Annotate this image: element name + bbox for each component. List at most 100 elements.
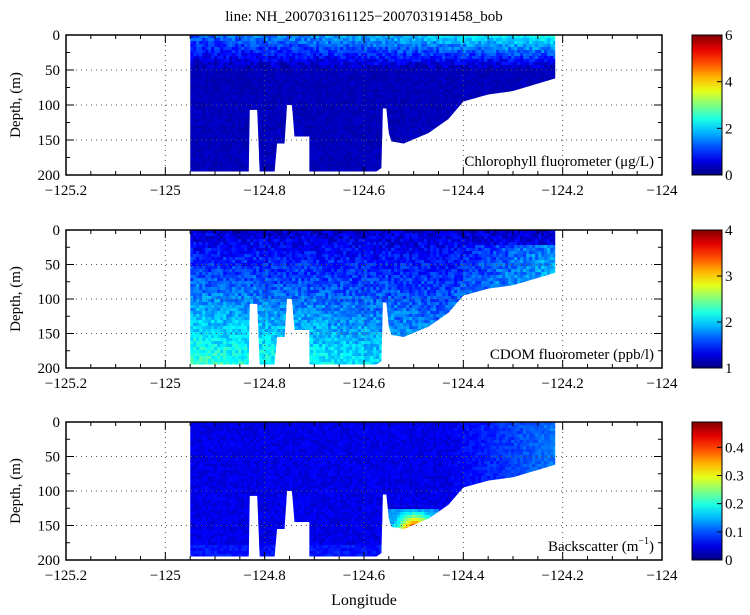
heatmap-cell (358, 74, 361, 77)
heatmap-cell (295, 164, 298, 167)
heatmap-cell (217, 140, 220, 143)
heatmap-cell (322, 134, 325, 137)
heatmap-cell (235, 110, 238, 113)
heatmap-cell (286, 134, 289, 137)
heatmap-cell (421, 131, 424, 134)
heatmap-cell (493, 134, 496, 137)
heatmap-cell (442, 107, 445, 110)
heatmap-cell (385, 170, 388, 173)
heatmap-cell (304, 137, 307, 140)
heatmap-cell (217, 143, 220, 146)
heatmap-cell (415, 146, 418, 149)
heatmap-cell (460, 146, 463, 149)
heatmap-cell (223, 110, 226, 113)
heatmap-cell (379, 161, 382, 164)
heatmap-cell (220, 155, 223, 158)
heatmap-cell (286, 140, 289, 143)
heatmap-cell (223, 98, 226, 101)
heatmap-cell (421, 128, 424, 131)
heatmap-cell (505, 140, 508, 143)
heatmap-cell (289, 107, 292, 110)
heatmap-cell (313, 131, 316, 134)
heatmap-cell (208, 125, 211, 128)
heatmap-cell (337, 128, 340, 131)
heatmap-cell (442, 98, 445, 101)
heatmap-cell (307, 107, 310, 110)
heatmap-cell (313, 125, 316, 128)
heatmap-cell (226, 167, 229, 170)
heatmap-cell (202, 125, 205, 128)
heatmap-cell (346, 131, 349, 134)
heatmap-cell (304, 107, 307, 110)
heatmap-cell (247, 143, 250, 146)
heatmap-cell (322, 167, 325, 170)
heatmap-cell (421, 62, 424, 65)
heatmap-cell (430, 95, 433, 98)
heatmap-cell (238, 62, 241, 65)
heatmap-cell (394, 53, 397, 56)
heatmap-cell (247, 50, 250, 53)
heatmap-cell (433, 38, 436, 41)
heatmap-cell (466, 71, 469, 74)
heatmap-cell (277, 59, 280, 62)
heatmap-cell (226, 149, 229, 152)
heatmap-cell (334, 110, 337, 113)
heatmap-cell (400, 53, 403, 56)
heatmap-cell (310, 95, 313, 98)
heatmap-cell (439, 68, 442, 71)
heatmap-cell (259, 155, 262, 158)
heatmap-cell (265, 92, 268, 95)
heatmap-cell (421, 65, 424, 68)
heatmap-cell (271, 167, 274, 170)
heatmap-cell (400, 98, 403, 101)
heatmap-cell (379, 80, 382, 83)
heatmap-cell (307, 95, 310, 98)
heatmap-cell (382, 95, 385, 98)
heatmap-cell (220, 56, 223, 59)
heatmap-cell (448, 98, 451, 101)
heatmap-cell (433, 164, 436, 167)
heatmap-cell (430, 80, 433, 83)
heatmap-cell (469, 113, 472, 116)
heatmap-cell (472, 68, 475, 71)
heatmap-cell (418, 83, 421, 86)
heatmap-cell (226, 47, 229, 50)
heatmap-cell (217, 170, 220, 173)
heatmap-cell (388, 152, 391, 155)
heatmap-cell (397, 131, 400, 134)
heatmap-cell (202, 98, 205, 101)
heatmap-cell (232, 59, 235, 62)
heatmap-cell (385, 146, 388, 149)
heatmap-cell (382, 167, 385, 170)
heatmap-cell (388, 92, 391, 95)
heatmap-cell (445, 152, 448, 155)
heatmap-cell (325, 95, 328, 98)
heatmap-cell (322, 125, 325, 128)
heatmap-cell (340, 59, 343, 62)
heatmap-cell (391, 116, 394, 119)
heatmap-cell (253, 146, 256, 149)
heatmap-cell (229, 77, 232, 80)
heatmap-cell (331, 59, 334, 62)
heatmap-cell (235, 41, 238, 44)
heatmap-cell (256, 164, 259, 167)
heatmap-cell (415, 86, 418, 89)
heatmap-cell (436, 110, 439, 113)
heatmap-cell (307, 110, 310, 113)
heatmap-cell (310, 83, 313, 86)
heatmap-cell (445, 164, 448, 167)
heatmap-cell (478, 71, 481, 74)
heatmap-cell (274, 155, 277, 158)
heatmap-cell (457, 161, 460, 164)
heatmap-cell (268, 95, 271, 98)
heatmap-cell (238, 149, 241, 152)
heatmap-cell (301, 146, 304, 149)
heatmap-cell (223, 86, 226, 89)
heatmap-cell (430, 131, 433, 134)
heatmap-cell (370, 161, 373, 164)
heatmap-cell (253, 95, 256, 98)
heatmap-cell (259, 125, 262, 128)
heatmap-cell (394, 80, 397, 83)
heatmap-cell (229, 101, 232, 104)
heatmap-cell (202, 74, 205, 77)
